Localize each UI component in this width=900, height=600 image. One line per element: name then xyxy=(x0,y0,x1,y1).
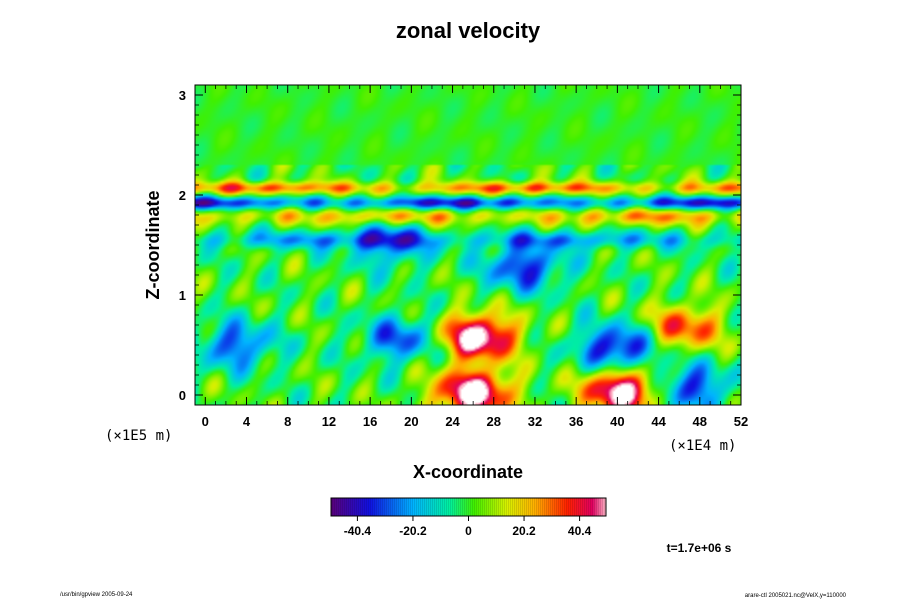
y-tick-labels: 0 1 2 3 xyxy=(179,88,186,403)
velocity-field-image xyxy=(195,85,741,405)
x-tick-label: 4 xyxy=(243,414,251,429)
colorbar-tick-label: -40.4 xyxy=(344,524,372,538)
x-tick-label: 8 xyxy=(284,414,291,429)
axis-ticks xyxy=(195,84,742,405)
time-label: t=1.7e+06 s xyxy=(667,541,732,555)
colorbar-hatch xyxy=(331,498,606,516)
y-tick-label: 1 xyxy=(179,288,186,303)
x-tick-labels: 0 4 8 12 16 20 24 28 32 36 40 44 48 52 xyxy=(202,414,749,429)
x-tick-label: 48 xyxy=(693,414,707,429)
x-tick-label: 28 xyxy=(487,414,501,429)
x-tick-label: 40 xyxy=(610,414,624,429)
colorbar-tick-label: 20.2 xyxy=(512,524,536,538)
x-tick-label: 12 xyxy=(322,414,336,429)
colorbar-tick-label: -20.2 xyxy=(399,524,427,538)
y-axis-label: Z-coordinate xyxy=(143,190,163,299)
colorbar-tick-labels: -40.4 -20.2 0 20.2 40.4 xyxy=(344,516,592,538)
chart-title: zonal velocity xyxy=(396,18,541,43)
x-tick-label: 16 xyxy=(363,414,377,429)
footer-right: arare-ctl 2005021.nc@VelX,y=110000 xyxy=(745,593,847,599)
x-tick-label: 36 xyxy=(569,414,583,429)
x-tick-label: 24 xyxy=(445,414,460,429)
footer-left: /usr/bin/gpview 2005-09-24 xyxy=(60,592,133,598)
y-tick-label: 2 xyxy=(179,188,186,203)
colorbar-tick-label: 40.4 xyxy=(568,524,592,538)
y-scale-note: (×1E5 m) xyxy=(105,428,172,444)
x-scale-note: (×1E4 m) xyxy=(669,438,736,454)
y-tick-label: 3 xyxy=(179,88,186,103)
x-tick-label: 44 xyxy=(651,414,666,429)
x-tick-label: 52 xyxy=(734,414,748,429)
x-tick-label: 0 xyxy=(202,414,209,429)
x-tick-label: 32 xyxy=(528,414,542,429)
x-tick-label: 20 xyxy=(404,414,418,429)
colorbar-tick-label: 0 xyxy=(465,524,472,538)
y-tick-label: 0 xyxy=(179,388,186,403)
x-axis-label: X-coordinate xyxy=(413,462,523,482)
